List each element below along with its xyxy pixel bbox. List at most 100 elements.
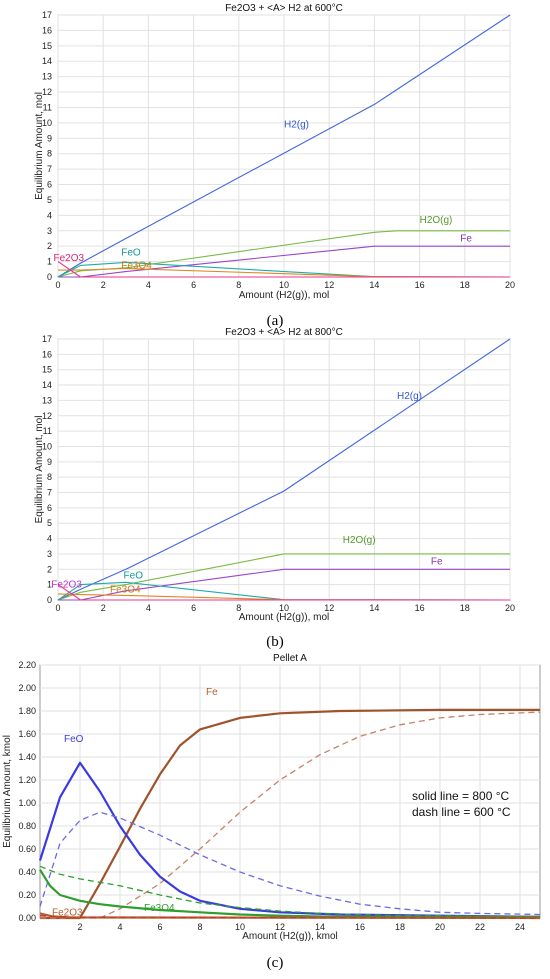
x-tick-label: 6 xyxy=(157,922,162,932)
y-tick-label: 15 xyxy=(42,365,52,375)
y-axis-title: Equilibrium Amount, kmol xyxy=(2,735,13,848)
series-line-fe-dashed xyxy=(40,711,541,919)
y-tick-label: 5 xyxy=(47,195,52,205)
note-unit: °C xyxy=(497,805,511,819)
y-axis-title: Equilibrium Amount, mol xyxy=(34,92,45,200)
y-tick-label: 13 xyxy=(42,72,52,82)
chart-title: Fe2O3 + <A> H2 at 800°C xyxy=(225,327,343,338)
y-tick-label: 12 xyxy=(42,411,52,421)
y-tick-label: 1.40 xyxy=(18,752,36,762)
series-label: H2O(g) xyxy=(343,535,376,546)
y-tick-label: 3 xyxy=(47,226,52,236)
y-tick-label: 1.80 xyxy=(18,706,36,716)
x-tick-label: 14 xyxy=(315,922,325,932)
y-tick-label: 4 xyxy=(47,534,52,544)
panel-label: (a) xyxy=(267,313,284,329)
y-tick-label: 7 xyxy=(47,164,52,174)
series-line-fe2o3 xyxy=(57,584,510,601)
y-tick-label: 2.00 xyxy=(18,683,36,693)
x-axis-title: Amount (H2(g)), kmol xyxy=(242,931,338,942)
series-label: H2(g) xyxy=(397,391,422,402)
x-tick-label: 18 xyxy=(460,280,470,290)
x-tick-label: 10 xyxy=(279,603,289,613)
y-tick-label: 1.60 xyxy=(18,729,36,739)
x-tick-label: 2 xyxy=(101,280,106,290)
series-line-fe3o4-dashed xyxy=(39,865,541,918)
chart-title: Pellet A xyxy=(273,653,307,664)
y-tick-label: 8 xyxy=(47,472,52,482)
x-tick-label: 6 xyxy=(191,280,196,290)
y-tick-label: 11 xyxy=(43,426,52,436)
series-label: FeO xyxy=(121,247,141,258)
y-tick-label: 6 xyxy=(47,503,52,513)
series-line-fe xyxy=(40,708,540,920)
x-tick-label: 10 xyxy=(235,922,245,932)
x-tick-label: 16 xyxy=(415,280,425,290)
series-label: Fe xyxy=(460,234,472,245)
x-tick-label: 12 xyxy=(275,922,285,932)
series-line-h2g xyxy=(57,338,511,601)
x-tick-label: 2 xyxy=(101,603,106,613)
y-tick-label: 14 xyxy=(42,380,52,390)
x-tick-label: 14 xyxy=(369,280,379,290)
y-tick-label: 10 xyxy=(42,441,52,451)
y-axis-title: Equilibrium Amount, mol xyxy=(34,416,45,524)
series-label: Fe3O4 xyxy=(144,903,175,914)
y-tick-label: 9 xyxy=(47,133,52,143)
x-tick-label: 20 xyxy=(505,603,515,613)
y-tick-label: 12 xyxy=(42,87,52,97)
x-tick-label: 20 xyxy=(505,280,515,290)
x-tick-label: 8 xyxy=(236,603,241,613)
series-label: Fe xyxy=(206,687,218,698)
x-axis-title: Amount (H2(g)), mol xyxy=(239,290,330,301)
x-tick-label: 12 xyxy=(324,280,334,290)
x-tick-label: 20 xyxy=(435,922,445,932)
plot-area xyxy=(39,664,541,919)
line-style-note: dash line = 600 °C xyxy=(412,805,511,819)
y-tick-label: 7 xyxy=(47,488,52,498)
y-tick-label: 1 xyxy=(47,257,52,267)
y-tick-label: 14 xyxy=(42,56,52,66)
y-tick-label: 10 xyxy=(42,118,52,128)
x-tick-label: 14 xyxy=(369,603,379,613)
y-tick-label: 0.40 xyxy=(18,867,36,877)
y-tick-label: 0 xyxy=(47,595,52,605)
series-label: FeO xyxy=(64,734,84,745)
y-tick-label: 11 xyxy=(43,102,52,112)
series-label: FeO xyxy=(124,571,144,582)
panel-label: (b) xyxy=(266,634,284,650)
x-tick-label: 2 xyxy=(77,922,82,932)
series-label: H2(g) xyxy=(284,120,309,131)
y-tick-label: 1 xyxy=(47,580,52,590)
x-tick-label: 22 xyxy=(475,922,485,932)
series-label: Fe2O3 xyxy=(52,908,83,919)
x-tick-label: 8 xyxy=(236,280,241,290)
y-tick-label: 2 xyxy=(47,241,52,251)
series-label: Fe xyxy=(431,557,443,568)
y-tick-label: 13 xyxy=(42,395,52,405)
x-tick-label: 16 xyxy=(355,922,365,932)
y-tick-label: 0 xyxy=(47,272,52,282)
y-tick-label: 4 xyxy=(47,210,52,220)
x-tick-label: 4 xyxy=(117,922,122,932)
x-tick-label: 0 xyxy=(55,280,60,290)
y-tick-label: 5 xyxy=(47,518,52,528)
x-tick-label: 24 xyxy=(515,922,525,932)
x-tick-label: 12 xyxy=(324,603,334,613)
y-tick-label: 0.60 xyxy=(18,844,36,854)
y-tick-label: 17 xyxy=(42,334,52,344)
y-tick-label: 15 xyxy=(42,41,52,51)
x-tick-label: 18 xyxy=(460,603,470,613)
series-label: Fe3O4 xyxy=(110,584,141,595)
chart-c: 0.00 0.20 0.40 0.60 0.80 1.00 1.20 1.40 1.60 1.80… xyxy=(2,653,541,971)
chart-title: Fe2O3 + <A> H2 at 600°C xyxy=(225,3,343,14)
y-tick-label: 0.80 xyxy=(18,821,36,831)
y-tick-label: 3 xyxy=(47,549,52,559)
note-text: solid line = 800 xyxy=(412,789,496,803)
series-line-fe2o3-dashed xyxy=(39,915,541,919)
y-tick-label: 17 xyxy=(42,10,52,20)
y-tick-label: 0.20 xyxy=(18,890,36,900)
